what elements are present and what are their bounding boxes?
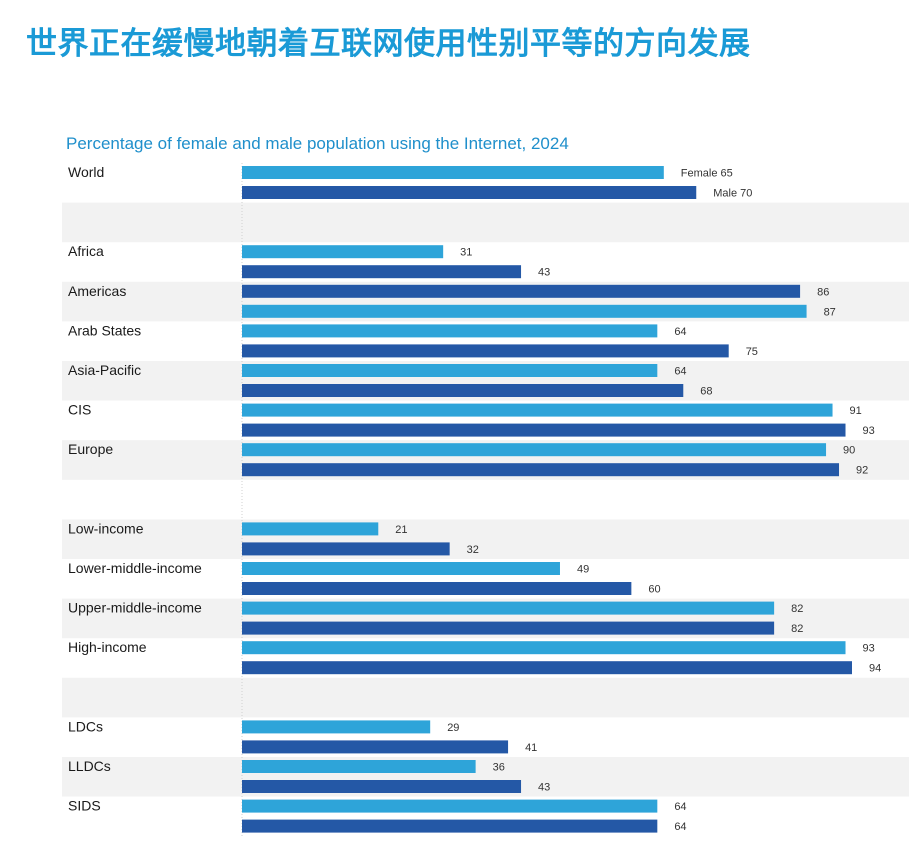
data-label: 75 [746,346,758,358]
category-label: CIS [68,402,91,418]
data-label: 36 [493,762,505,774]
category-label: LDCs [68,718,103,734]
bar [242,760,476,773]
data-label: 43 [538,267,550,279]
category-label: Americas [68,283,126,299]
bar [242,265,522,279]
data-label: 64 [674,821,686,833]
category-label: Asia-Pacific [68,362,141,378]
category-label: SIDS [68,798,101,814]
data-label: 41 [525,742,537,754]
data-label: 60 [648,584,660,596]
category-label: High-income [68,639,147,655]
bar [242,324,658,338]
data-label: 21 [395,524,407,536]
category-label: Lower-middle-income [68,560,202,576]
data-label: 32 [467,544,479,556]
page-title: 世界正在缓慢地朝着互联网使用性别平等的方向发展 [26,26,751,62]
bar [242,384,684,397]
bar [242,740,509,754]
data-label: 64 [674,801,686,813]
bar [242,443,827,457]
bar [242,304,807,318]
data-label: 94 [869,663,881,675]
data-label: 92 [856,465,868,477]
bar [242,819,658,833]
category-label: LLDCs [68,758,111,774]
data-label: 91 [850,405,862,417]
data-label: 64 [674,366,686,378]
bar [242,364,658,377]
data-label: 87 [824,306,836,318]
data-label: 86 [817,286,829,298]
row-band [62,202,909,243]
bar [242,463,840,477]
data-label: 93 [863,643,875,655]
bar [242,166,664,179]
bar [242,562,560,575]
bar [242,799,658,813]
bar [242,245,444,259]
bar [242,423,846,437]
bar [242,601,775,615]
data-label: Female 65 [681,168,733,180]
row-band [62,519,909,559]
data-label: 90 [843,445,855,457]
data-label: 93 [863,425,875,437]
category-label: World [68,164,104,180]
category-label: Europe [68,441,113,457]
bar [242,641,846,655]
data-label: 31 [460,247,472,259]
chart-title: Percentage of female and male population… [66,134,569,153]
data-label: 29 [447,722,459,734]
category-label: Upper-middle-income [68,600,202,616]
bar [242,621,775,635]
bar [242,344,729,358]
data-label: 64 [674,326,686,338]
bar [242,542,450,556]
data-label: 43 [538,782,550,794]
category-label: Low-income [68,520,144,536]
bar [242,284,801,298]
category-label: Arab States [68,322,141,338]
bar [242,720,431,734]
data-label: 82 [791,603,803,615]
bar [242,661,852,675]
bar [242,186,697,199]
row-band [62,677,909,718]
data-label: 68 [700,386,712,398]
bar [242,522,379,536]
bar [242,780,522,793]
data-label: Male 70 [713,188,752,200]
bar [242,403,833,417]
category-label: Africa [68,243,104,259]
data-label: 82 [791,623,803,635]
data-label: 49 [577,564,589,576]
bar [242,582,632,595]
